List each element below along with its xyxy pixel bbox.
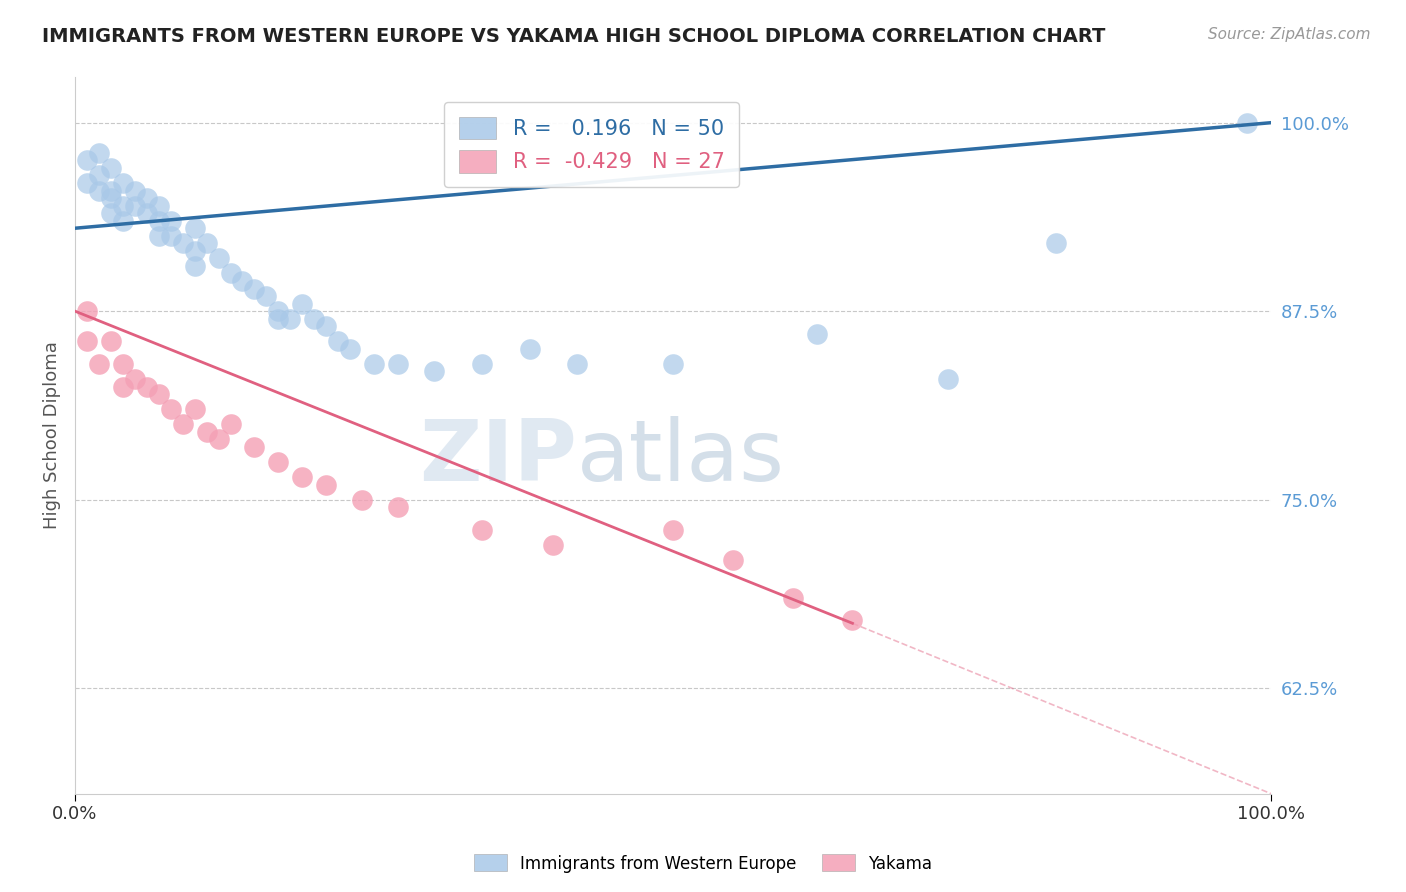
Point bbox=[148, 199, 170, 213]
Point bbox=[100, 191, 122, 205]
Point bbox=[87, 357, 110, 371]
Legend: Immigrants from Western Europe, Yakama: Immigrants from Western Europe, Yakama bbox=[467, 847, 939, 880]
Point bbox=[135, 191, 157, 205]
Point bbox=[1236, 116, 1258, 130]
Point bbox=[76, 334, 98, 349]
Point bbox=[278, 311, 301, 326]
Point bbox=[195, 236, 218, 251]
Point bbox=[267, 455, 290, 469]
Point bbox=[387, 500, 409, 515]
Point bbox=[363, 357, 385, 371]
Point bbox=[87, 145, 110, 160]
Point bbox=[267, 304, 290, 318]
Point bbox=[159, 228, 181, 243]
Point bbox=[183, 402, 205, 417]
Point bbox=[328, 334, 350, 349]
Text: IMMIGRANTS FROM WESTERN EUROPE VS YAKAMA HIGH SCHOOL DIPLOMA CORRELATION CHART: IMMIGRANTS FROM WESTERN EUROPE VS YAKAMA… bbox=[42, 27, 1105, 45]
Point bbox=[231, 274, 253, 288]
Point bbox=[243, 440, 266, 454]
Point bbox=[100, 184, 122, 198]
Point bbox=[159, 402, 181, 417]
Point bbox=[291, 470, 314, 484]
Point bbox=[806, 326, 828, 341]
Point bbox=[471, 357, 494, 371]
Point bbox=[135, 379, 157, 393]
Point bbox=[936, 372, 959, 386]
Point bbox=[100, 161, 122, 175]
Point bbox=[124, 199, 146, 213]
Point bbox=[207, 433, 229, 447]
Point bbox=[159, 213, 181, 227]
Point bbox=[111, 199, 134, 213]
Point bbox=[207, 252, 229, 266]
Point bbox=[183, 259, 205, 273]
Text: Source: ZipAtlas.com: Source: ZipAtlas.com bbox=[1208, 27, 1371, 42]
Point bbox=[721, 553, 744, 567]
Text: ZIP: ZIP bbox=[419, 416, 578, 499]
Point bbox=[423, 364, 446, 378]
Point bbox=[148, 387, 170, 401]
Point bbox=[315, 319, 337, 334]
Point bbox=[135, 206, 157, 220]
Point bbox=[519, 342, 541, 356]
Point bbox=[315, 477, 337, 491]
Point bbox=[471, 523, 494, 537]
Point bbox=[219, 417, 242, 432]
Point bbox=[662, 523, 685, 537]
Point bbox=[124, 372, 146, 386]
Point bbox=[111, 213, 134, 227]
Point bbox=[124, 184, 146, 198]
Y-axis label: High School Diploma: High School Diploma bbox=[44, 342, 60, 530]
Point bbox=[1045, 236, 1067, 251]
Point bbox=[339, 342, 361, 356]
Point bbox=[254, 289, 277, 303]
Point bbox=[76, 153, 98, 168]
Point bbox=[111, 379, 134, 393]
Point bbox=[291, 296, 314, 310]
Point bbox=[387, 357, 409, 371]
Point bbox=[543, 538, 565, 552]
Point bbox=[100, 206, 122, 220]
Point bbox=[267, 311, 290, 326]
Point bbox=[195, 425, 218, 439]
Point bbox=[111, 176, 134, 190]
Text: atlas: atlas bbox=[578, 416, 786, 499]
Point bbox=[172, 236, 194, 251]
Point bbox=[219, 267, 242, 281]
Point bbox=[87, 184, 110, 198]
Point bbox=[302, 311, 325, 326]
Point bbox=[148, 228, 170, 243]
Point bbox=[782, 591, 804, 605]
Point bbox=[567, 357, 589, 371]
Point bbox=[183, 221, 205, 235]
Point bbox=[352, 492, 374, 507]
Point bbox=[243, 281, 266, 295]
Point bbox=[87, 169, 110, 183]
Point bbox=[100, 334, 122, 349]
Point bbox=[841, 613, 863, 627]
Point bbox=[172, 417, 194, 432]
Point bbox=[76, 304, 98, 318]
Point bbox=[662, 357, 685, 371]
Point bbox=[111, 357, 134, 371]
Point bbox=[183, 244, 205, 258]
Legend: R =   0.196   N = 50, R =  -0.429   N = 27: R = 0.196 N = 50, R = -0.429 N = 27 bbox=[444, 103, 740, 187]
Point bbox=[76, 176, 98, 190]
Point bbox=[148, 213, 170, 227]
